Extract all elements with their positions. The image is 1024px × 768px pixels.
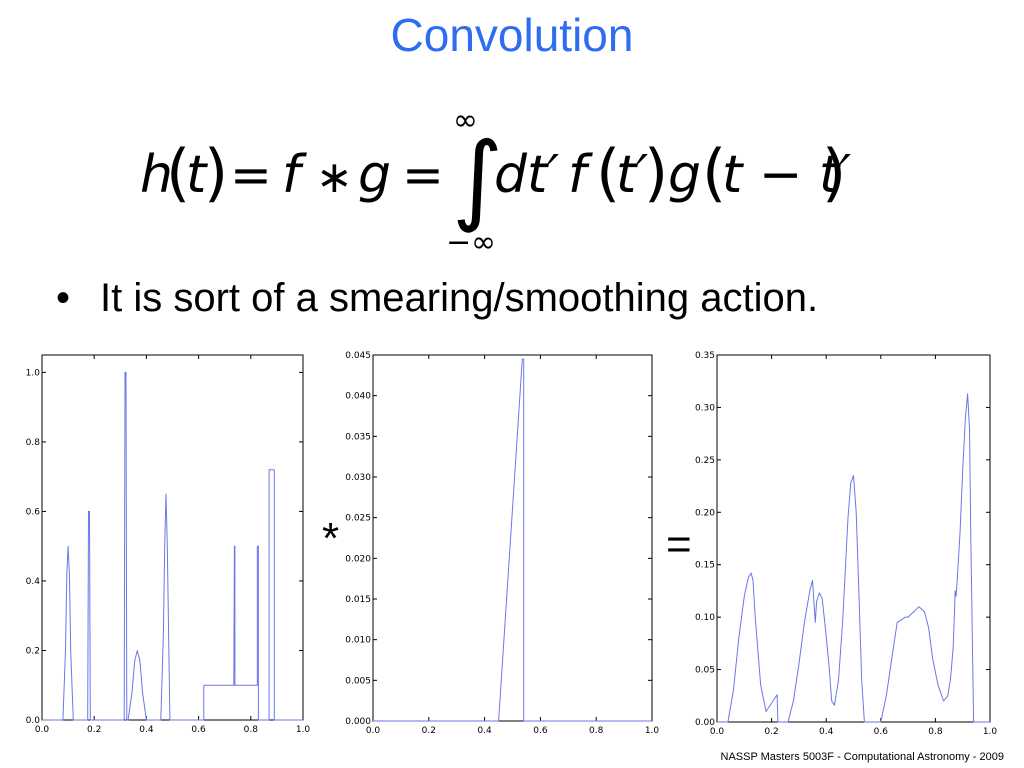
y-tick-label: 0.00: [695, 718, 715, 728]
y-tick-label: 0.0: [26, 716, 41, 726]
formula-integral: ∫: [452, 122, 503, 236]
x-tick-label: 0.0: [710, 727, 725, 737]
x-tick-label: 0.4: [477, 726, 492, 736]
y-tick-label: 0.020: [345, 554, 371, 564]
y-tick-label: 0.035: [345, 432, 371, 442]
y-tick-label: 0.30: [695, 403, 715, 413]
y-tick-label: 0.20: [695, 508, 715, 518]
chart-2: 0.0 0.2 0.4 0.6 0.8 1.0 0.000 0.005 0.010 0.015 0.…: [345, 351, 659, 736]
formula-upper-limit: ∞: [453, 103, 478, 138]
x-tick-label: 0.4: [139, 725, 154, 735]
y-tick-label: 0.35: [695, 351, 715, 361]
bullet-point: • It is sort of a smearing/smoothing acti…: [56, 276, 818, 321]
formula-paren-open-3: (: [702, 136, 726, 209]
x-tick-label: 0.8: [928, 727, 943, 737]
y-tick-label: 0.8: [26, 438, 41, 448]
y-tick-label: 0.045: [345, 351, 371, 361]
x-tick-label: 1.0: [296, 725, 311, 735]
formula-g: g: [358, 145, 391, 205]
y-tick-label: 0.25: [695, 456, 715, 466]
charts-area: 0.0 0.2 0.4 0.6 0.8 1.00.00.20.40.60.81.00.0 0…: [26, 351, 998, 737]
y-tick-label: 0.040: [345, 392, 371, 402]
y-tick-label: 0.2: [26, 646, 40, 656]
x-tick-label: 0.2: [764, 727, 778, 737]
equals-operator: =: [666, 520, 692, 569]
x-tick-label: 1.0: [645, 726, 660, 736]
x-tick-label: 0.6: [874, 727, 889, 737]
x-tick-label: 1.0: [983, 727, 998, 737]
x-tick-label: 0.8: [244, 725, 259, 735]
formula-t: t: [186, 145, 208, 205]
x-tick-label: 0.6: [191, 725, 206, 735]
y-tick-label: 0.10: [695, 613, 715, 623]
formula-equals-2: =: [402, 146, 444, 204]
formula-f2: f: [568, 145, 593, 205]
footer-text: NASSP Masters 5003F - Computational Astr…: [720, 751, 1005, 763]
y-tick-label: 0.010: [345, 636, 371, 646]
formula-paren-open-2: (: [596, 136, 620, 209]
x-tick-label: 0.6: [533, 726, 548, 736]
y-tick-label: 0.4: [26, 577, 41, 587]
formula-f: f: [282, 145, 307, 205]
y-tick-label: 0.15: [695, 561, 715, 571]
slide-title: Convolution: [390, 9, 634, 61]
formula-paren-close-2: ): [644, 136, 668, 209]
convolve-operator: *: [322, 514, 340, 563]
y-tick-label: 0.005: [345, 676, 371, 686]
formula-g2-arg: t − t′: [722, 145, 851, 205]
chart-3-frame: [716, 354, 991, 723]
formula-star: ∗: [316, 152, 353, 203]
y-tick-label: 1.0: [26, 368, 41, 378]
chart-3: 0.0 0.2 0.4 0.6 0.8 1.0 0.00 0.05 0.10 0.15 0.20 0.…: [695, 351, 997, 737]
x-tick-label: 0.0: [366, 726, 381, 736]
convolution-formula: h ( t ) = f ∗ g = ∞ ∫ −∞ dt′ f ( t′ ) g …: [140, 103, 851, 260]
chart-2-frame: [372, 354, 653, 722]
chart-3-series-line: [717, 393, 990, 723]
chart-1: 0.0 0.2 0.4 0.6 0.8 1.0 0.0 0.2 0.4 0.6 0.8 1.0: [26, 354, 311, 735]
x-tick-label: 0.8: [589, 726, 604, 736]
formula-paren-open-1: (: [166, 136, 190, 209]
x-tick-label: 0.4: [819, 727, 834, 737]
formula-paren-close-1: ): [204, 136, 228, 209]
formula-h: h: [140, 145, 173, 205]
y-tick-label: 0.6: [26, 507, 41, 517]
y-tick-label: 0.000: [345, 717, 371, 727]
formula-g2: g: [668, 145, 701, 205]
formula-f2-arg: t′: [616, 145, 648, 205]
formula-dt: dt′: [494, 145, 559, 205]
bullet-marker: •: [56, 276, 71, 320]
formula-paren-close-3: ): [822, 136, 846, 209]
chart-1-frame: [41, 354, 304, 721]
y-tick-label: 0.05: [695, 666, 715, 676]
chart-2-series-line: [373, 358, 652, 722]
chart-1-series-line: [42, 371, 303, 721]
y-tick-label: 0.015: [345, 595, 371, 605]
formula-lower-limit: −∞: [446, 225, 496, 260]
x-tick-label: 0.0: [35, 725, 50, 735]
formula-equals-1: =: [230, 146, 272, 204]
y-tick-label: 0.025: [345, 514, 371, 524]
y-tick-label: 0.030: [345, 473, 371, 483]
x-tick-label: 0.2: [87, 725, 101, 735]
x-tick-label: 0.2: [422, 726, 436, 736]
bullet-text: It is sort of a smearing/smoothing actio…: [100, 276, 819, 320]
